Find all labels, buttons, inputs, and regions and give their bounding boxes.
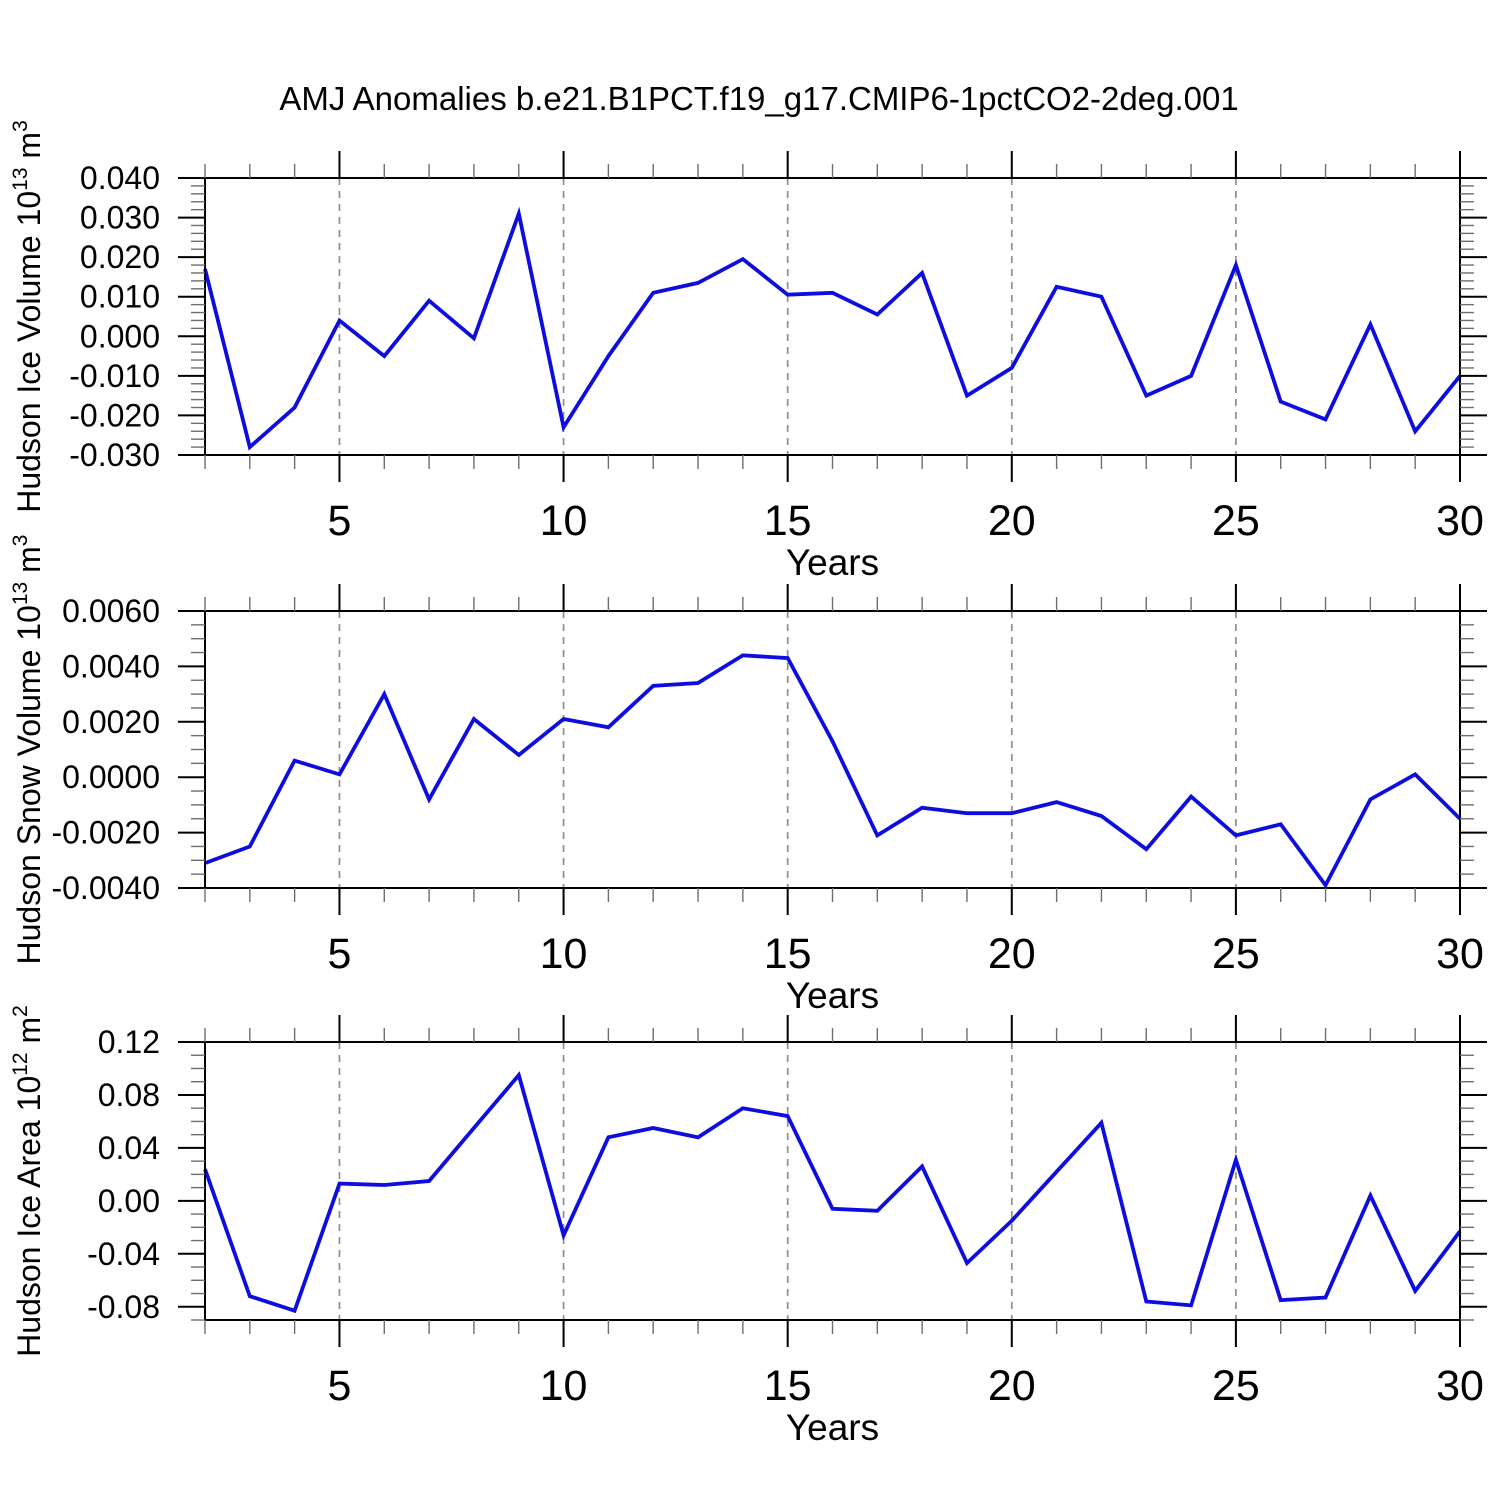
y-axis-title: Hudson Snow Volume 1013 m3 — [9, 535, 47, 965]
y-tick-label: -0.030 — [69, 437, 160, 473]
x-tick-label: 15 — [764, 1362, 812, 1410]
x-tick-label: 30 — [1436, 1362, 1484, 1410]
x-tick-label: 10 — [540, 930, 588, 978]
y-tick-label: 0.0060 — [62, 593, 160, 629]
y-tick-label: 0.030 — [80, 200, 160, 236]
x-tick-label: 10 — [540, 497, 588, 545]
chart-hudson-ice-area: 0.12 0.08 0.04 0.00 -0.04 -0.08 5 10 15 20 25 30 Yea… — [9, 1005, 1487, 1448]
y-tick-label: 0.08 — [98, 1077, 160, 1113]
y-tick-label: -0.010 — [69, 358, 160, 394]
x-tick-label: 15 — [764, 930, 812, 978]
series-line — [203, 206, 1462, 451]
figure-title: AMJ Anomalies b.e21.B1PCT.f19_g17.CMIP6-… — [279, 80, 1239, 117]
y-tick-label: -0.0020 — [51, 815, 160, 851]
chart-hudson-snow-volume: 0.0060 0.0040 0.0020 0.0000 -0.0020 -0.0040 5 1… — [9, 535, 1487, 1016]
y-tick-label: 0.0020 — [62, 704, 160, 740]
x-tick-label: 25 — [1212, 930, 1260, 978]
y-tick-label: 0.020 — [80, 239, 160, 275]
series-line — [203, 1071, 1462, 1314]
y-tick-label: -0.08 — [87, 1289, 160, 1325]
x-axis-title: Years — [786, 542, 879, 583]
x-tick-label: 20 — [988, 497, 1036, 545]
y-tick-label: -0.04 — [87, 1236, 160, 1272]
y-tick-label: 0.000 — [80, 318, 160, 354]
x-tick-label: 10 — [540, 1362, 588, 1410]
x-tick-label: 30 — [1436, 930, 1484, 978]
series-line — [204, 653, 1462, 889]
x-axis-title: Years — [786, 975, 879, 1016]
x-tick-label: 25 — [1212, 497, 1260, 545]
y-tick-label: 0.010 — [80, 279, 160, 315]
x-tick-label: 15 — [764, 497, 812, 545]
y-tick-label: 0.00 — [98, 1183, 160, 1219]
y-tick-label: 0.04 — [98, 1130, 160, 1166]
x-tick-label: 30 — [1436, 497, 1484, 545]
x-tick-label: 20 — [988, 1362, 1036, 1410]
y-axis-title: Hudson Ice Area 1012 m2 — [9, 1005, 47, 1357]
y-tick-label: 0.040 — [80, 160, 160, 196]
x-tick-label: 25 — [1212, 1362, 1260, 1410]
y-tick-label: 0.0040 — [62, 648, 160, 684]
y-tick-label: 0.0000 — [62, 759, 160, 795]
plot-frame — [204, 177, 1461, 456]
x-axis-title: Years — [786, 1407, 879, 1448]
plot-frame — [204, 610, 1461, 889]
y-tick-label: -0.020 — [69, 397, 160, 433]
y-tick-label: -0.0040 — [51, 870, 160, 906]
x-tick-label: 5 — [328, 930, 352, 978]
x-tick-label: 5 — [328, 497, 352, 545]
x-tick-label: 20 — [988, 930, 1036, 978]
x-tick-label: 5 — [328, 1362, 352, 1410]
y-tick-label: 0.12 — [98, 1024, 160, 1060]
y-axis-title: Hudson Ice Volume 1013 m3 — [9, 120, 47, 513]
